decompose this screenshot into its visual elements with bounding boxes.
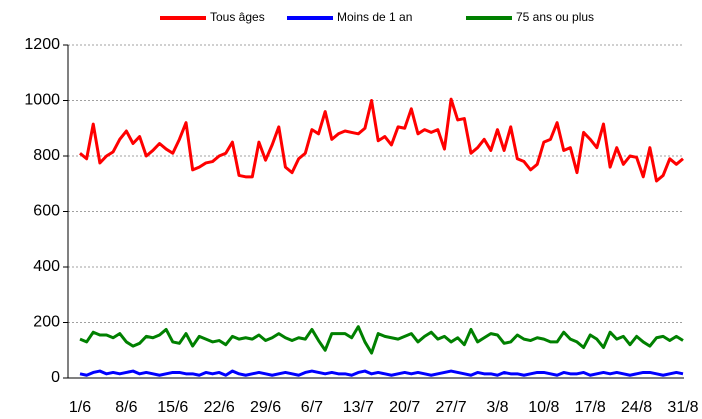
y-tick-label: 1000 [24, 92, 60, 109]
legend-label: 75 ans ou plus [516, 10, 594, 24]
x-tick-label: 15/6 [157, 399, 188, 416]
series-line [79, 325, 684, 355]
y-tick-label: 1200 [24, 36, 60, 53]
x-tick-label: 20/7 [389, 399, 420, 416]
x-tick-label: 3/8 [486, 399, 508, 416]
x-tick-label: 13/7 [343, 399, 374, 416]
x-tick-label: 1/6 [69, 399, 91, 416]
series-line [79, 97, 684, 183]
x-tick-label: 31/8 [667, 399, 698, 416]
legend-label: Tous âges [210, 10, 265, 24]
legend-label: Moins de 1 an [337, 10, 412, 24]
y-tick-label: 0 [51, 369, 60, 386]
series-line [79, 369, 684, 377]
y-tick-label: 800 [33, 147, 60, 164]
x-tick-label: 6/7 [301, 399, 323, 416]
x-tick-label: 22/6 [204, 399, 235, 416]
x-tick-label: 29/6 [250, 399, 281, 416]
y-tick-label: 600 [33, 203, 60, 220]
y-tick-label: 200 [33, 314, 60, 331]
x-tick-label: 24/8 [621, 399, 652, 416]
x-tick-label: 27/7 [436, 399, 467, 416]
x-tick-label: 17/8 [575, 399, 606, 416]
x-tick-label: 10/8 [528, 399, 559, 416]
y-tick-label: 400 [33, 258, 60, 275]
x-tick-label: 8/6 [115, 399, 137, 416]
